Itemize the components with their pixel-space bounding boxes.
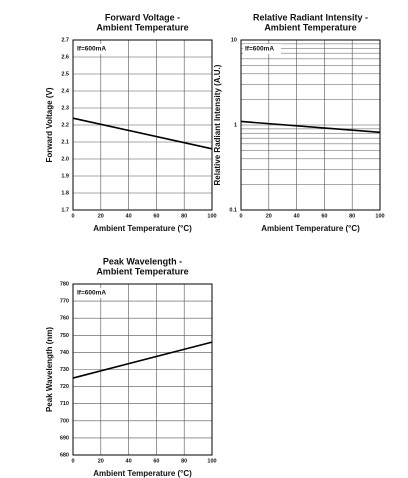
y-tick-label: 770 <box>60 299 69 305</box>
x-tick-label: 40 <box>126 213 132 219</box>
plot-frame <box>72 39 213 211</box>
annotation: If=600mA <box>245 46 274 53</box>
y-tick-label: 710 <box>60 401 69 407</box>
y-tick-label: 0.1 <box>229 207 237 213</box>
x-axis-label: Ambient Temperature (°C) <box>261 224 360 233</box>
chart-title: Peak Wavelength - <box>103 256 182 266</box>
y-tick-label: 780 <box>60 281 69 287</box>
chart-title: Relative Radiant Intensity - <box>253 12 368 22</box>
x-tick-label: 100 <box>207 458 216 464</box>
y-tick-label: 680 <box>60 452 69 458</box>
y-tick-label: 2.0 <box>61 156 69 162</box>
x-tick-label: 100 <box>375 213 384 219</box>
x-tick-label: 80 <box>181 213 187 219</box>
x-tick-label: 100 <box>207 213 216 219</box>
x-tick-label: 0 <box>71 458 74 464</box>
x-tick-label: 80 <box>181 458 187 464</box>
y-tick-label: 2.2 <box>61 122 69 128</box>
y-tick-label: 730 <box>60 367 69 373</box>
y-tick-label: 690 <box>60 435 69 441</box>
x-tick-label: 20 <box>266 213 272 219</box>
x-tick-label: 60 <box>153 213 159 219</box>
y-tick-label: 700 <box>60 418 69 424</box>
annotation: If=600mA <box>77 290 106 297</box>
x-tick-label: 20 <box>98 213 104 219</box>
plot-frame <box>72 283 213 456</box>
chart-title: Ambient Temperature <box>96 22 188 32</box>
x-tick-label: 60 <box>321 213 327 219</box>
y-tick-label: 1.7 <box>61 207 69 213</box>
data-line <box>72 341 213 379</box>
y-tick-label: 1.9 <box>61 173 69 179</box>
annotation: If=600mA <box>77 46 106 53</box>
y-tick-label: 2.7 <box>61 37 69 43</box>
y-tick-label: 760 <box>60 316 69 322</box>
y-axis-label: Forward Voltage (V) <box>45 87 54 162</box>
annotation-bg <box>243 44 281 54</box>
x-tick-label: 0 <box>71 213 74 219</box>
y-tick-label: 2.3 <box>61 105 69 111</box>
annotation-bg <box>75 288 113 298</box>
data-line <box>72 117 213 150</box>
x-tick-label: 0 <box>239 213 242 219</box>
data-line <box>240 120 381 134</box>
y-tick-label: 740 <box>60 350 69 356</box>
x-axis-label: Ambient Temperature (°C) <box>93 224 192 233</box>
chart-title: Ambient Temperature <box>96 266 188 276</box>
x-tick-label: 40 <box>126 458 132 464</box>
y-axis-label: Peak Wavelength (nm) <box>45 327 54 412</box>
chart-title: Forward Voltage - <box>105 12 180 22</box>
x-axis-label: Ambient Temperature (°C) <box>93 469 192 478</box>
y-tick-label: 2.5 <box>61 71 69 77</box>
y-tick-label: 1 <box>234 122 237 128</box>
x-tick-label: 20 <box>98 458 104 464</box>
y-axis-label: Relative Radiant Intensity (A.U.) <box>213 64 222 185</box>
plot-frame <box>240 39 381 211</box>
y-tick-label: 2.4 <box>61 88 70 94</box>
chart-title: Ambient Temperature <box>264 22 356 32</box>
y-tick-label: 2.6 <box>61 54 69 60</box>
y-tick-label: 1.8 <box>61 190 69 196</box>
x-tick-label: 60 <box>153 458 159 464</box>
x-tick-label: 80 <box>349 213 355 219</box>
y-tick-label: 2.1 <box>61 139 69 145</box>
annotation-bg <box>75 44 113 54</box>
y-tick-label: 720 <box>60 384 69 390</box>
x-tick-label: 40 <box>294 213 300 219</box>
y-tick-label: 750 <box>60 333 69 339</box>
y-tick-label: 10 <box>231 37 237 43</box>
